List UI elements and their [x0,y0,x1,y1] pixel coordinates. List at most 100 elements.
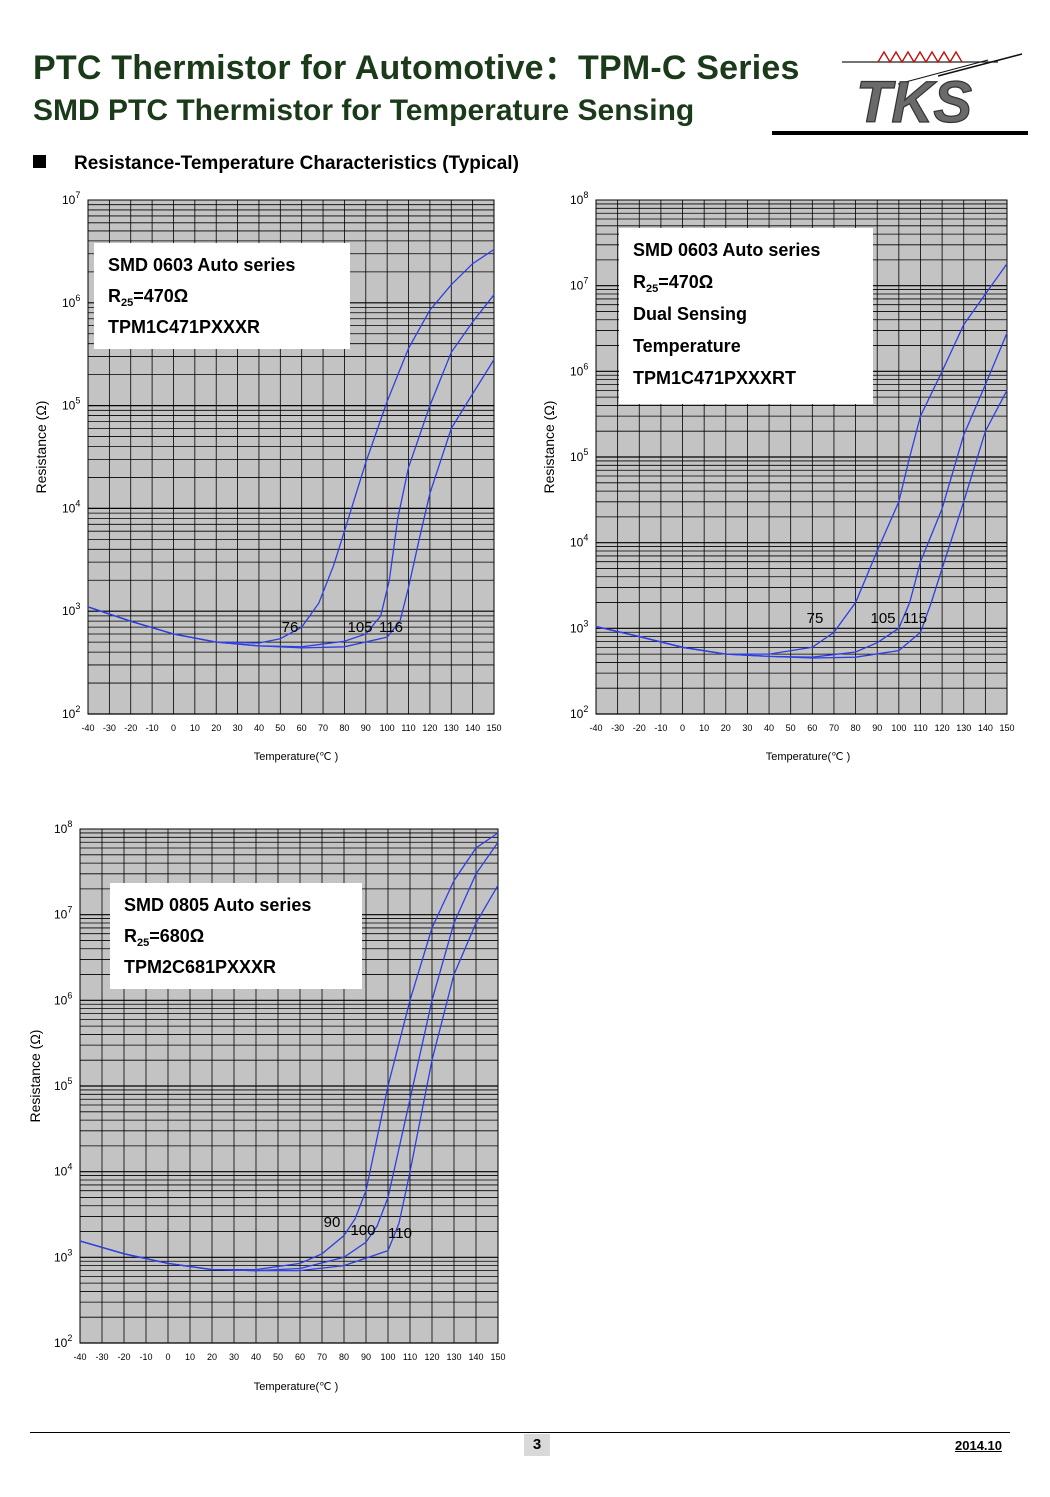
x-tick-label: -40 [589,723,602,733]
curve-label: 75 [807,610,824,627]
y-tick-label: 102 [54,1333,72,1350]
page-title: PTC Thermistor for Automotive：TPM-C Seri… [33,49,800,87]
curve-label: 90 [324,1214,341,1231]
x-tick-label: 90 [361,1352,371,1362]
x-tick-label: 110 [913,723,927,733]
x-tick-label: 0 [171,723,176,733]
footer-divider [30,1432,1010,1433]
x-tick-label: 20 [211,723,221,733]
x-tick-label: 70 [829,723,839,733]
series-line-115 [87,359,495,649]
y-tick-label: 102 [570,704,588,721]
y-tick-label: 104 [62,498,80,515]
info-box-line: SMD 0805 Auto series [124,895,311,915]
x-tick-label: -30 [103,723,116,733]
x-tick-label: 140 [468,1352,483,1362]
x-tick-label: 60 [297,723,307,733]
series-line-110 [79,884,499,1272]
info-box-line: TPM2C681PXXXR [124,957,276,977]
info-box-line: R25=680Ω [124,926,204,949]
x-tick-label: 150 [486,723,501,733]
x-tick-label: 150 [490,1352,505,1362]
x-tick-label: 150 [999,723,1014,733]
x-tick-label: 10 [190,723,200,733]
info-box-line: R25=470Ω [633,272,713,295]
info-box [110,883,362,989]
x-tick-label: 40 [251,1352,261,1362]
x-tick-label: 120 [424,1352,439,1362]
x-tick-label: 140 [978,723,993,733]
curve-label: 105 [347,619,372,636]
curve-label: 76 [282,619,299,636]
x-tick-label: 50 [786,723,796,733]
series-line-115 [595,389,1008,659]
y-axis-label: Resistance (Ω) [541,401,557,494]
y-axis-label: Resistance (Ω) [33,401,49,494]
x-tick-label: 50 [273,1352,283,1362]
x-tick-label: 80 [339,1352,349,1362]
x-axis-label: Temperature(℃ ) [766,751,851,763]
header-divider [772,131,1028,135]
y-tick-label: 106 [570,361,588,378]
x-tick-label: 30 [233,723,243,733]
x-tick-label: -30 [611,723,624,733]
x-axis-label: Temperature(℃ ) [254,1381,339,1393]
x-tick-label: 80 [339,723,349,733]
info-box-line: TPM1C471PXXXRT [633,368,796,388]
x-tick-label: 90 [872,723,882,733]
x-tick-label: 50 [275,723,285,733]
y-tick-label: 107 [62,190,80,207]
x-tick-label: 100 [380,1352,395,1362]
y-tick-label: 105 [62,396,80,413]
x-tick-label: 100 [380,723,395,733]
x-tick-label: -10 [654,723,667,733]
y-tick-label: 108 [54,819,72,836]
x-tick-label: 140 [465,723,480,733]
page-number: 3 [524,1434,550,1456]
x-tick-label: 120 [935,723,950,733]
y-tick-label: 108 [570,190,588,207]
curve-label: 100 [350,1222,375,1239]
y-tick-label: 107 [54,905,72,922]
y-axis-label: Resistance (Ω) [27,1030,43,1123]
x-tick-label: -10 [146,723,159,733]
x-tick-label: 120 [422,723,437,733]
x-tick-label: 130 [444,723,459,733]
info-box [619,228,873,404]
info-box-line: R25=470Ω [108,286,188,309]
x-tick-label: 70 [318,723,328,733]
y-tick-label: 106 [62,293,80,310]
x-tick-label: 110 [401,723,415,733]
x-tick-label: -20 [124,723,137,733]
curve-label: 116 [379,619,403,636]
x-tick-label: 10 [699,723,709,733]
x-tick-label: 20 [207,1352,217,1362]
y-tick-label: 107 [570,276,588,293]
y-tick-label: 105 [54,1076,72,1093]
x-tick-label: 0 [165,1352,170,1362]
x-tick-label: -10 [139,1352,152,1362]
x-tick-label: 130 [956,723,971,733]
rt-chart-0603: 102 103 104 105 106 107 -40 -30 -20 -10 0 10 20 30 40 5… [33,190,502,763]
x-tick-label: 60 [807,723,817,733]
x-tick-label: 90 [361,723,371,733]
y-tick-label: 102 [62,704,80,721]
info-box-line: TPM1C471PXXXR [108,317,260,337]
x-tick-label: 30 [742,723,752,733]
x-tick-label: 130 [446,1352,461,1362]
x-tick-label: 110 [403,1352,417,1362]
y-tick-label: 104 [570,533,588,550]
rt-chart-0603-dual: 102 103 104 105 106 107 108 -40 -30 -20 -10 0 10 20 30… [541,190,1015,763]
x-tick-label: 40 [254,723,264,733]
y-tick-label: 103 [62,601,80,618]
info-box-line: Temperature [633,336,741,356]
y-tick-label: 103 [54,1247,72,1264]
x-tick-label: 30 [229,1352,239,1362]
section-heading-text: Resistance-Temperature Characteristics (… [74,153,519,174]
x-tick-label: -20 [117,1352,130,1362]
rt-chart-0805: 102 103 104 105 106 107 108 -40 -30 -20 -10 0 10 20 30… [27,819,506,1393]
info-box [94,243,350,349]
x-tick-label: 80 [851,723,861,733]
revision-date: 2014.10 [955,1438,1002,1453]
tks-logo: TKS [842,50,1023,130]
